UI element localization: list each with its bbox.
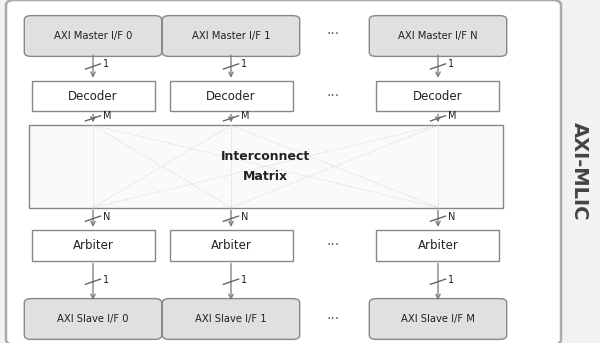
FancyBboxPatch shape bbox=[162, 15, 300, 56]
Text: AXI-MLIC: AXI-MLIC bbox=[569, 122, 589, 221]
Text: Interconnect: Interconnect bbox=[221, 150, 310, 163]
Text: AXI Slave I/F M: AXI Slave I/F M bbox=[401, 314, 475, 324]
Bar bbox=[29, 125, 503, 208]
Text: Matrix: Matrix bbox=[243, 170, 288, 183]
FancyBboxPatch shape bbox=[162, 298, 300, 340]
Text: Decoder: Decoder bbox=[206, 90, 256, 103]
Text: N: N bbox=[448, 212, 455, 222]
Bar bbox=[170, 230, 293, 261]
Bar bbox=[170, 81, 293, 111]
Bar bbox=[377, 230, 499, 261]
Text: Arbiter: Arbiter bbox=[211, 239, 251, 252]
Text: N: N bbox=[241, 212, 248, 222]
FancyBboxPatch shape bbox=[25, 15, 162, 56]
Text: 1: 1 bbox=[241, 275, 247, 285]
FancyBboxPatch shape bbox=[369, 298, 506, 340]
Text: ···: ··· bbox=[326, 27, 340, 41]
Text: AXI Master I/F 1: AXI Master I/F 1 bbox=[192, 31, 270, 41]
Text: Arbiter: Arbiter bbox=[73, 239, 113, 252]
Text: M: M bbox=[241, 111, 250, 121]
Text: M: M bbox=[448, 111, 457, 121]
Text: 1: 1 bbox=[103, 275, 109, 285]
Text: ···: ··· bbox=[326, 238, 340, 252]
Bar bbox=[32, 230, 155, 261]
Text: M: M bbox=[103, 111, 112, 121]
Text: AXI Slave I/F 0: AXI Slave I/F 0 bbox=[57, 314, 129, 324]
Bar bbox=[377, 81, 499, 111]
Text: Decoder: Decoder bbox=[413, 90, 463, 103]
Text: 1: 1 bbox=[103, 59, 109, 69]
Text: 1: 1 bbox=[241, 59, 247, 69]
Text: AXI Master I/F 0: AXI Master I/F 0 bbox=[54, 31, 132, 41]
FancyBboxPatch shape bbox=[25, 298, 162, 340]
FancyBboxPatch shape bbox=[369, 15, 506, 56]
Bar bbox=[32, 81, 155, 111]
Text: Decoder: Decoder bbox=[68, 90, 118, 103]
Text: AXI Master I/F N: AXI Master I/F N bbox=[398, 31, 478, 41]
Text: ···: ··· bbox=[326, 312, 340, 326]
Text: Arbiter: Arbiter bbox=[418, 239, 458, 252]
Text: ···: ··· bbox=[326, 89, 340, 103]
Text: N: N bbox=[103, 212, 110, 222]
FancyBboxPatch shape bbox=[6, 0, 561, 343]
Text: AXI Slave I/F 1: AXI Slave I/F 1 bbox=[195, 314, 267, 324]
Text: 1: 1 bbox=[448, 275, 454, 285]
Text: 1: 1 bbox=[448, 59, 454, 69]
